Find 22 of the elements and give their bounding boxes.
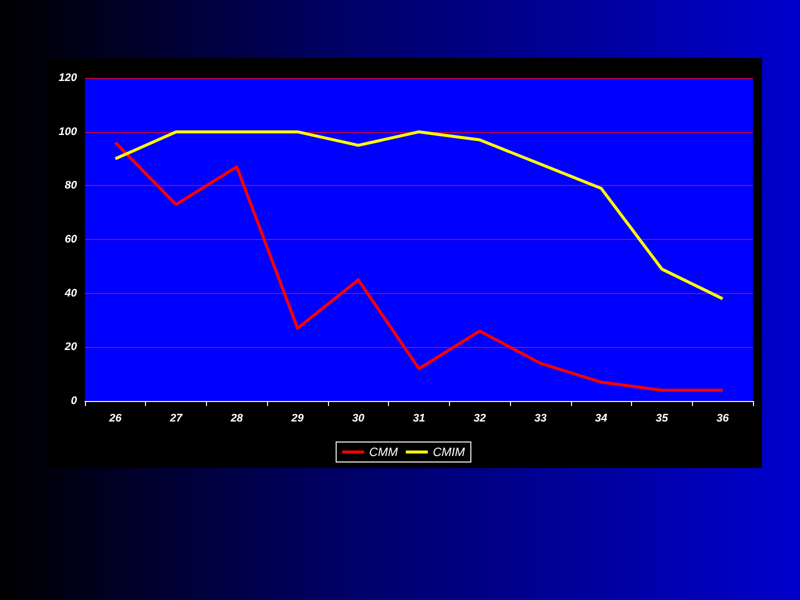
x-tick-label: 35: [656, 412, 669, 424]
x-tick-label: 32: [474, 412, 486, 424]
x-tick-label: 29: [290, 412, 305, 424]
x-tick-label: 31: [412, 412, 426, 424]
line-series: [114, 130, 724, 300]
y-tick-label: 0: [70, 395, 78, 407]
x-tick-label: 34: [595, 412, 608, 424]
y-tick-label: 60: [64, 234, 78, 246]
y-tick-label: 100: [58, 126, 78, 138]
y-tick-label: 80: [64, 180, 78, 192]
line-series: [114, 141, 724, 392]
legend-label: CMIM: [432, 445, 465, 459]
x-tick-label: 30: [352, 412, 366, 424]
y-tick-label: 120: [58, 72, 78, 84]
y-tick-label: 40: [64, 287, 78, 300]
x-tick-label: 27: [168, 412, 184, 424]
x-tick-label: 36: [716, 412, 730, 424]
y-tick-label: 20: [64, 341, 78, 354]
x-tick-label: 28: [230, 412, 244, 424]
legend-label: CMM: [369, 445, 398, 459]
x-tick-label: 26: [108, 412, 122, 424]
x-tick-label: 33: [534, 412, 547, 424]
